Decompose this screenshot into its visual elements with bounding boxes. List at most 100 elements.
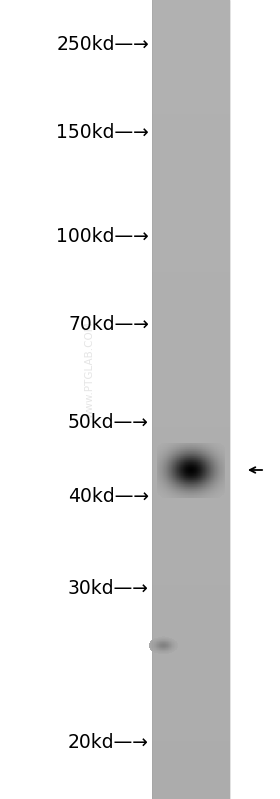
Bar [152,627,230,630]
Bar [152,80,230,82]
Bar [152,64,230,66]
Bar [152,703,230,705]
Bar [152,198,230,200]
Bar [152,381,230,384]
Bar [152,108,230,109]
Bar [152,200,230,201]
Bar [152,747,230,749]
Bar [152,277,230,280]
Bar [152,567,230,569]
Bar [152,352,230,353]
Bar [152,615,230,617]
Bar [152,72,230,74]
Bar [152,697,230,699]
Bar [152,96,230,98]
Bar [152,68,230,70]
Text: 70kd—→: 70kd—→ [68,316,149,335]
Bar [152,574,230,575]
Bar [152,196,230,198]
Bar [152,129,230,132]
Bar [152,478,230,479]
Bar [152,384,230,385]
Bar [152,665,230,667]
Bar [152,543,230,545]
Bar [152,86,230,88]
Bar [152,593,230,595]
Bar [152,759,230,761]
Bar [152,184,230,185]
Bar [152,519,230,521]
Bar [152,702,230,703]
Bar [152,625,230,627]
Bar [152,10,230,12]
Text: 100kd—→: 100kd—→ [56,226,149,245]
Bar [152,268,230,269]
Bar [152,214,230,216]
Bar [152,491,230,493]
Bar [152,20,230,22]
Bar [152,148,230,150]
Bar [152,687,230,689]
Bar [152,193,230,196]
Bar [152,495,230,497]
Bar [152,489,230,491]
Bar [152,518,230,519]
Bar [152,374,230,376]
Text: www.PTGLAB.COM: www.PTGLAB.COM [85,322,95,419]
Bar [152,681,230,683]
Bar [152,430,230,431]
Bar [152,209,230,212]
Bar [152,34,230,36]
Bar [152,125,230,128]
Bar [152,643,230,646]
Bar [152,170,230,172]
Bar [152,201,230,204]
Bar [152,353,230,356]
Bar [152,715,230,718]
Bar [152,66,230,68]
Bar [152,344,230,345]
Bar [152,439,230,441]
Bar [152,224,230,225]
Bar [152,409,230,411]
Bar [152,765,230,767]
Bar [152,160,230,161]
Bar [152,401,230,403]
Bar [152,579,230,581]
Bar [152,300,230,301]
Bar [152,260,230,261]
Bar [152,719,230,721]
Bar [152,446,230,447]
Bar [152,667,230,669]
Bar [152,136,230,138]
Bar [152,388,230,389]
Bar [152,329,230,332]
Bar [152,369,230,372]
Bar [152,531,230,534]
Bar [152,16,230,18]
Bar [152,254,230,256]
Bar [152,583,230,585]
Text: 30kd—→: 30kd—→ [68,578,149,598]
Bar [152,88,230,90]
Bar [152,54,230,56]
Bar [152,377,230,380]
Bar [152,529,230,531]
Bar [152,679,230,681]
Bar [152,120,230,122]
Bar [152,587,230,589]
Bar [152,44,230,46]
Bar [152,396,230,397]
Bar [152,358,230,360]
Bar [152,606,230,607]
Bar [152,773,230,775]
Bar [152,304,230,305]
Bar [152,673,230,675]
Bar [152,795,230,797]
Bar [152,166,230,168]
Bar [152,425,230,427]
Text: 20kd—→: 20kd—→ [68,733,149,753]
Bar [152,174,230,176]
Bar [152,366,230,368]
Bar [152,225,230,228]
